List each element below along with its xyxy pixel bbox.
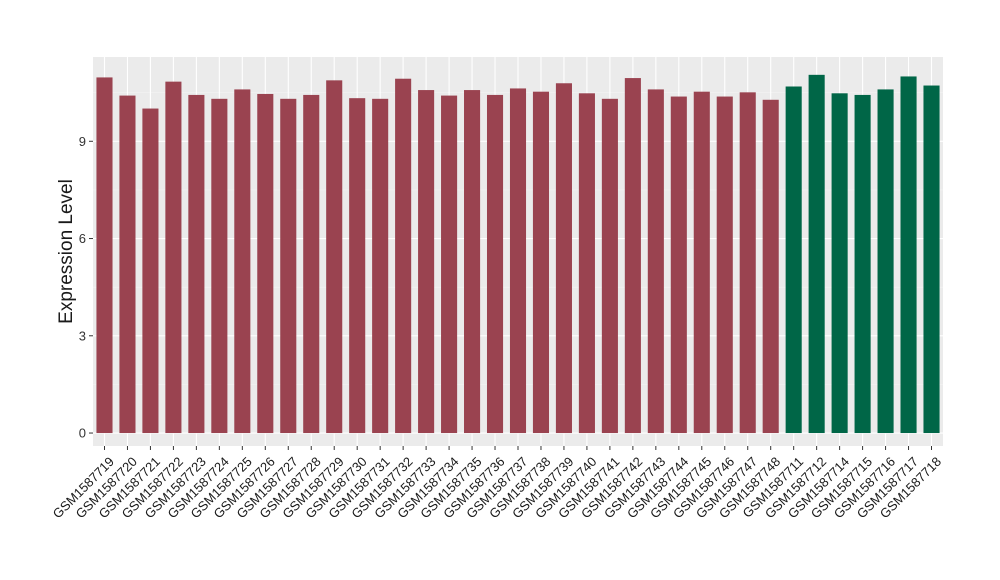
- bar-GSM1587733: [418, 90, 435, 434]
- bar-GSM1587732: [395, 78, 412, 434]
- bar-GSM1587720: [119, 95, 136, 434]
- bar-GSM1587729: [326, 80, 343, 434]
- bar-GSM1587726: [257, 93, 274, 434]
- y-tick-label: 3: [79, 328, 86, 343]
- bar-GSM1587718: [923, 85, 940, 434]
- x-axis: GSM1587719GSM1587720GSM1587721GSM1587722…: [50, 446, 944, 521]
- bar-GSM1587747: [739, 92, 756, 434]
- bar-GSM1587717: [900, 76, 917, 434]
- bar-GSM1587740: [578, 93, 595, 434]
- bar-GSM1587716: [877, 89, 894, 434]
- bar-GSM1587744: [670, 96, 687, 434]
- bar-GSM1587730: [349, 98, 366, 434]
- bar-GSM1587715: [854, 94, 871, 434]
- bar-GSM1587734: [441, 95, 458, 434]
- bar-GSM1587727: [280, 98, 297, 434]
- bar-GSM1587739: [555, 83, 572, 434]
- y-tick-label: 9: [79, 134, 86, 149]
- bar-GSM1587743: [647, 89, 664, 434]
- bar-GSM1587736: [486, 94, 504, 434]
- bar-GSM1587742: [624, 78, 641, 434]
- bar-GSM1587714: [831, 93, 848, 434]
- bar-GSM1587748: [762, 99, 779, 434]
- y-tick-label: 0: [79, 426, 86, 441]
- bar-GSM1587712: [808, 74, 825, 434]
- bar-GSM1587745: [693, 91, 710, 434]
- bar-GSM1587738: [532, 91, 550, 434]
- bar-GSM1587722: [165, 81, 182, 434]
- y-axis: 0 3 6 9: [79, 134, 93, 441]
- bar-GSM1587724: [211, 98, 228, 434]
- bars: [96, 74, 940, 434]
- bar-GSM1587723: [188, 94, 205, 434]
- bar-GSM1587735: [464, 90, 481, 434]
- bar-GSM1587728: [303, 94, 320, 434]
- bar-GSM1587711: [785, 86, 802, 434]
- y-tick-label: 6: [79, 231, 86, 246]
- bar-GSM1587731: [372, 98, 389, 434]
- bar-GSM1587719: [96, 77, 113, 434]
- y-axis-label: Expression Level: [56, 179, 77, 324]
- bar-GSM1587725: [234, 89, 251, 434]
- bar-GSM1587721: [142, 108, 159, 434]
- bar-GSM1587737: [509, 88, 527, 434]
- bar-GSM1587746: [716, 96, 733, 434]
- bar-GSM1587741: [601, 98, 618, 434]
